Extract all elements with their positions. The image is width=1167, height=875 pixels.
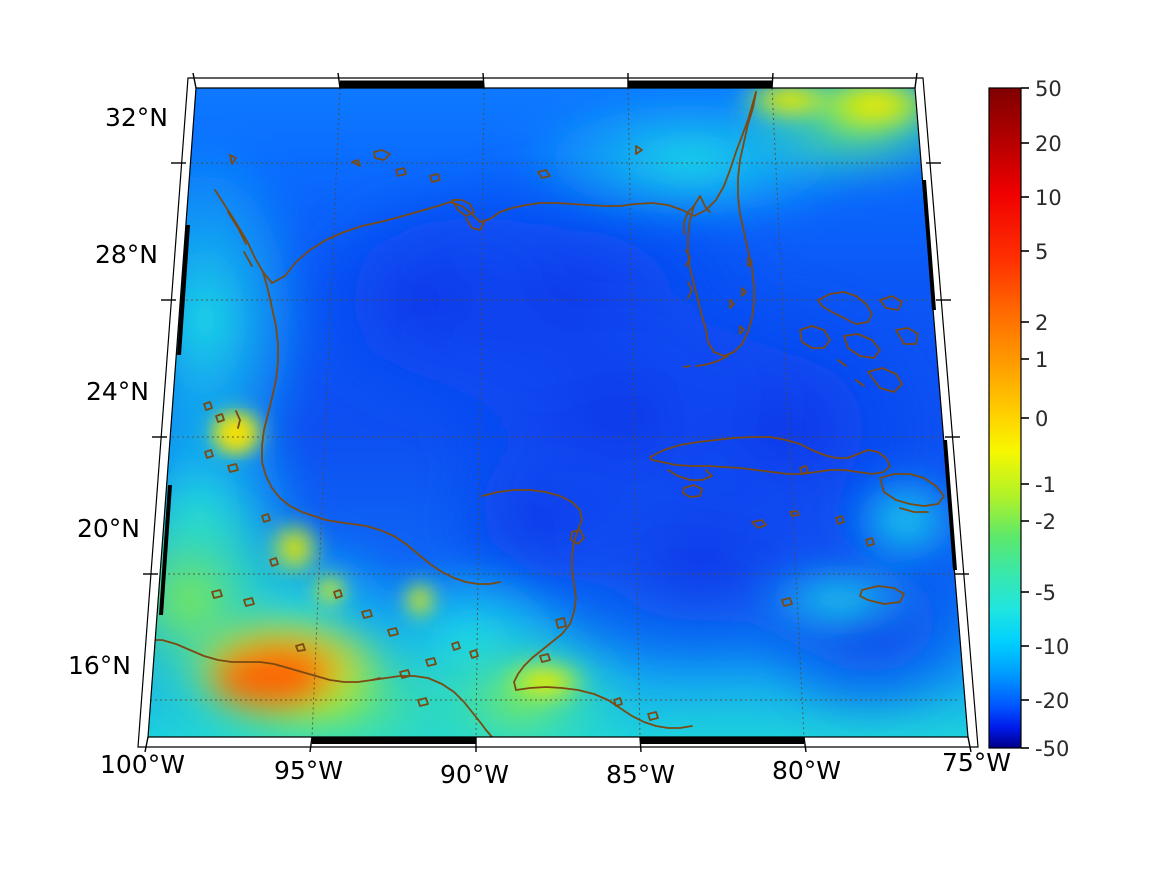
axis-ticks: [143, 72, 972, 753]
lon-label-1: 95°W: [274, 756, 344, 785]
lat-label-1: 28°N: [95, 240, 159, 269]
cb-label-11: -20: [1035, 689, 1070, 713]
lat-label-2: 24°N: [86, 377, 150, 406]
cb-label-9: -5: [1035, 581, 1056, 605]
coastlines: [148, 91, 945, 737]
cb-label-10: -10: [1035, 635, 1070, 659]
frame-left-ticks: [159, 225, 190, 615]
colorbar[interactable]: [988, 87, 1029, 749]
cb-label-8: -2: [1035, 510, 1056, 534]
cb-label-0: 50: [1035, 77, 1062, 101]
frame-top-ticks: [340, 80, 772, 88]
cb-label-6: 0: [1035, 407, 1049, 431]
cb-label-7: -1: [1035, 473, 1056, 497]
frame-bottom-ticks: [312, 737, 804, 744]
colorbar-ticks: [1021, 87, 1029, 749]
data-field: [148, 88, 968, 737]
cb-label-12: -50: [1035, 737, 1070, 761]
lon-label-5: 75°W: [942, 748, 1012, 777]
map-frame: [137, 72, 979, 753]
lat-label-4: 16°N: [68, 651, 132, 680]
lat-label-3: 20°N: [77, 514, 141, 543]
lon-label-4: 80°W: [772, 756, 842, 785]
lat-label-0: 32°N: [105, 103, 169, 132]
cb-label-2: 10: [1035, 186, 1062, 210]
cb-label-5: 1: [1035, 348, 1049, 372]
lon-label-0: 100°W: [100, 750, 185, 779]
cb-label-1: 20: [1035, 132, 1062, 156]
lon-label-3: 85°W: [606, 760, 676, 789]
frame-right-ticks: [922, 180, 957, 570]
cb-label-3: 5: [1035, 240, 1049, 264]
lon-label-2: 90°W: [440, 760, 510, 789]
cb-label-4: 2: [1035, 311, 1049, 335]
